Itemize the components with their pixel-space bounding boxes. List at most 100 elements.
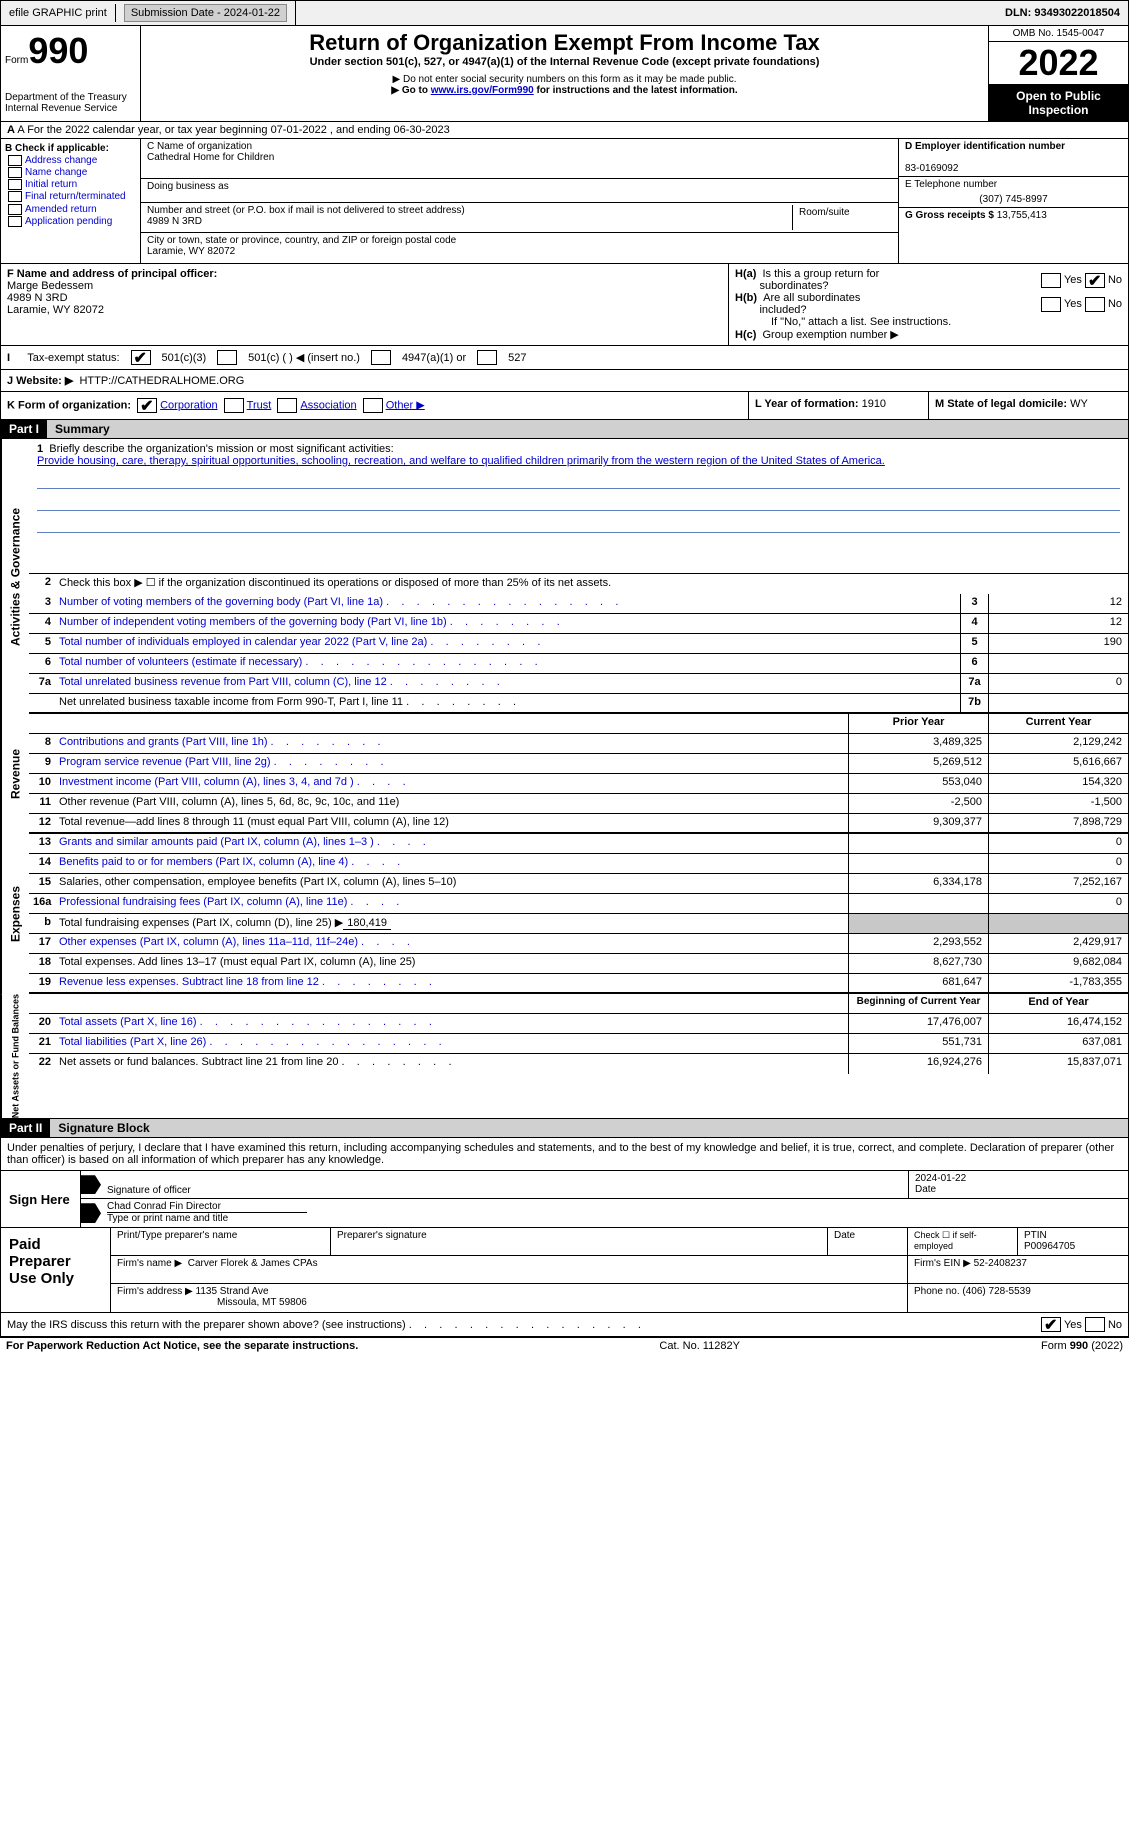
street-value: 4989 N 3RD bbox=[147, 216, 792, 227]
c11: -1,500 bbox=[988, 794, 1128, 813]
firm-addr1: 1135 Strand Ave bbox=[196, 1286, 269, 1297]
p21: 551,731 bbox=[848, 1034, 988, 1053]
c19: -1,783,355 bbox=[988, 974, 1128, 992]
prep-date-hdr: Date bbox=[828, 1228, 908, 1255]
dba-box: Doing business as bbox=[141, 179, 898, 203]
room-label: Room/suite bbox=[792, 205, 892, 230]
dln-label: DLN: 93493022018504 bbox=[997, 4, 1128, 22]
q2: Check this box ▶ ☐ if the organization d… bbox=[55, 574, 1128, 594]
prep-name-hdr: Print/Type preparer's name bbox=[111, 1228, 331, 1255]
chk-other[interactable] bbox=[363, 398, 383, 413]
ha-yes[interactable] bbox=[1041, 273, 1061, 288]
mayirs-yes[interactable] bbox=[1041, 1317, 1061, 1332]
beg-year-hdr: Beginning of Current Year bbox=[848, 994, 988, 1013]
q11: Other revenue (Part VIII, column (A), li… bbox=[55, 794, 848, 813]
c22: 15,837,071 bbox=[988, 1054, 1128, 1074]
c18: 9,682,084 bbox=[988, 954, 1128, 973]
part1-header: Part I Summary bbox=[0, 420, 1129, 439]
city-label: City or town, state or province, country… bbox=[147, 235, 892, 246]
chk-assoc[interactable] bbox=[277, 398, 297, 413]
q9: Program service revenue (Part VIII, line… bbox=[55, 754, 848, 773]
q21: Total liabilities (Part X, line 26) bbox=[55, 1034, 848, 1053]
may-irs-text: May the IRS discuss this return with the… bbox=[7, 1319, 1038, 1331]
tax-year: 2022 bbox=[989, 41, 1128, 85]
chk-initial-return[interactable]: Initial return bbox=[5, 179, 136, 190]
mayirs-no[interactable] bbox=[1085, 1317, 1105, 1332]
q6: Total number of volunteers (estimate if … bbox=[55, 654, 960, 673]
form-org-label: K Form of organization: bbox=[7, 399, 131, 411]
org-name-box: C Name of organization Cathedral Home fo… bbox=[141, 139, 898, 179]
footer-catno: Cat. No. 11282Y bbox=[358, 1340, 1041, 1352]
prep-sig-hdr: Preparer's signature bbox=[331, 1228, 828, 1255]
chk-trust[interactable] bbox=[224, 398, 244, 413]
c21: 637,081 bbox=[988, 1034, 1128, 1053]
c9: 5,616,667 bbox=[988, 754, 1128, 773]
irs-label: Internal Revenue Service bbox=[5, 103, 136, 114]
firm-name-label: Firm's name ▶ bbox=[117, 1258, 182, 1269]
prep-selfemp: Check ☐ if self-employed bbox=[908, 1228, 1018, 1255]
v3: 12 bbox=[988, 594, 1128, 613]
entity-grid: B Check if applicable: Address change Na… bbox=[0, 139, 1129, 263]
hb-note: If "No," attach a list. See instructions… bbox=[735, 316, 1122, 328]
submission-date-button[interactable]: Submission Date - 2024-01-22 bbox=[124, 4, 287, 22]
year-formation: 1910 bbox=[862, 398, 886, 410]
chk-527[interactable] bbox=[477, 350, 497, 365]
col-b-label: B Check if applicable: bbox=[5, 143, 109, 154]
c12: 7,898,729 bbox=[988, 814, 1128, 832]
p9: 5,269,512 bbox=[848, 754, 988, 773]
row-k: K Form of organization: Corporation Trus… bbox=[0, 392, 1129, 420]
vert-expenses: Expenses bbox=[1, 834, 29, 994]
q1-label: Briefly describe the organization's miss… bbox=[49, 443, 393, 455]
sig-date-label: Date bbox=[915, 1184, 936, 1195]
c13: 0 bbox=[988, 834, 1128, 853]
phone-label: E Telephone number bbox=[905, 179, 997, 190]
may-irs-row: May the IRS discuss this return with the… bbox=[0, 1313, 1129, 1337]
ptin-value: P00964705 bbox=[1024, 1241, 1075, 1252]
q8: Contributions and grants (Part VIII, lin… bbox=[55, 734, 848, 753]
p17: 2,293,552 bbox=[848, 934, 988, 953]
officer-label: F Name and address of principal officer: bbox=[7, 268, 217, 280]
vert-revenue: Revenue bbox=[1, 714, 29, 834]
year-formation-label: L Year of formation: bbox=[755, 398, 859, 410]
chk-app-pending[interactable]: Application pending bbox=[5, 216, 136, 227]
chk-4947[interactable] bbox=[371, 350, 391, 365]
chk-501c[interactable] bbox=[217, 350, 237, 365]
prior-year-hdr: Prior Year bbox=[848, 714, 988, 733]
c20: 16,474,152 bbox=[988, 1014, 1128, 1033]
v4: 12 bbox=[988, 614, 1128, 633]
part1-title: Summary bbox=[47, 420, 1128, 438]
city-value: Laramie, WY 82072 bbox=[147, 246, 892, 257]
irs-link[interactable]: www.irs.gov/Form990 bbox=[431, 85, 534, 96]
v7a: 0 bbox=[988, 674, 1128, 693]
row-a-text: A For the 2022 calendar year, or tax yea… bbox=[17, 124, 449, 136]
chk-final-return[interactable]: Final return/terminated bbox=[5, 191, 136, 202]
col-b-checkboxes: B Check if applicable: Address change Na… bbox=[1, 139, 141, 263]
sig-date: 2024-01-22 bbox=[915, 1173, 966, 1184]
chk-name-change[interactable]: Name change bbox=[5, 167, 136, 178]
paid-preparer-label: Paid Preparer Use Only bbox=[1, 1228, 111, 1312]
c8: 2,129,242 bbox=[988, 734, 1128, 753]
hb-yes[interactable] bbox=[1041, 297, 1061, 312]
p10: 553,040 bbox=[848, 774, 988, 793]
q19: Revenue less expenses. Subtract line 18 … bbox=[55, 974, 848, 992]
p13 bbox=[848, 834, 988, 853]
q18: Total expenses. Add lines 13–17 (must eq… bbox=[55, 954, 848, 973]
firm-addr-label: Firm's address ▶ bbox=[117, 1286, 193, 1297]
p16b-shaded bbox=[848, 914, 988, 933]
hb-no[interactable] bbox=[1085, 297, 1105, 312]
org-name-label: C Name of organization bbox=[147, 141, 892, 152]
part2-title: Signature Block bbox=[50, 1119, 1128, 1137]
v5: 190 bbox=[988, 634, 1128, 653]
website-value: HTTP://CATHEDRALHOME.ORG bbox=[79, 375, 244, 387]
chk-amended[interactable]: Amended return bbox=[5, 204, 136, 215]
q14: Benefits paid to or for members (Part IX… bbox=[55, 854, 848, 873]
chk-corp[interactable] bbox=[137, 398, 157, 413]
chk-address-change[interactable]: Address change bbox=[5, 155, 136, 166]
arrow-icon bbox=[81, 1203, 101, 1223]
form-header: Form990 Department of the Treasury Inter… bbox=[0, 26, 1129, 122]
sig-officer-label: Signature of officer bbox=[107, 1185, 902, 1196]
c14: 0 bbox=[988, 854, 1128, 873]
ha-no[interactable] bbox=[1085, 273, 1105, 288]
chk-501c3[interactable] bbox=[131, 350, 151, 365]
q22: Net assets or fund balances. Subtract li… bbox=[55, 1054, 848, 1074]
